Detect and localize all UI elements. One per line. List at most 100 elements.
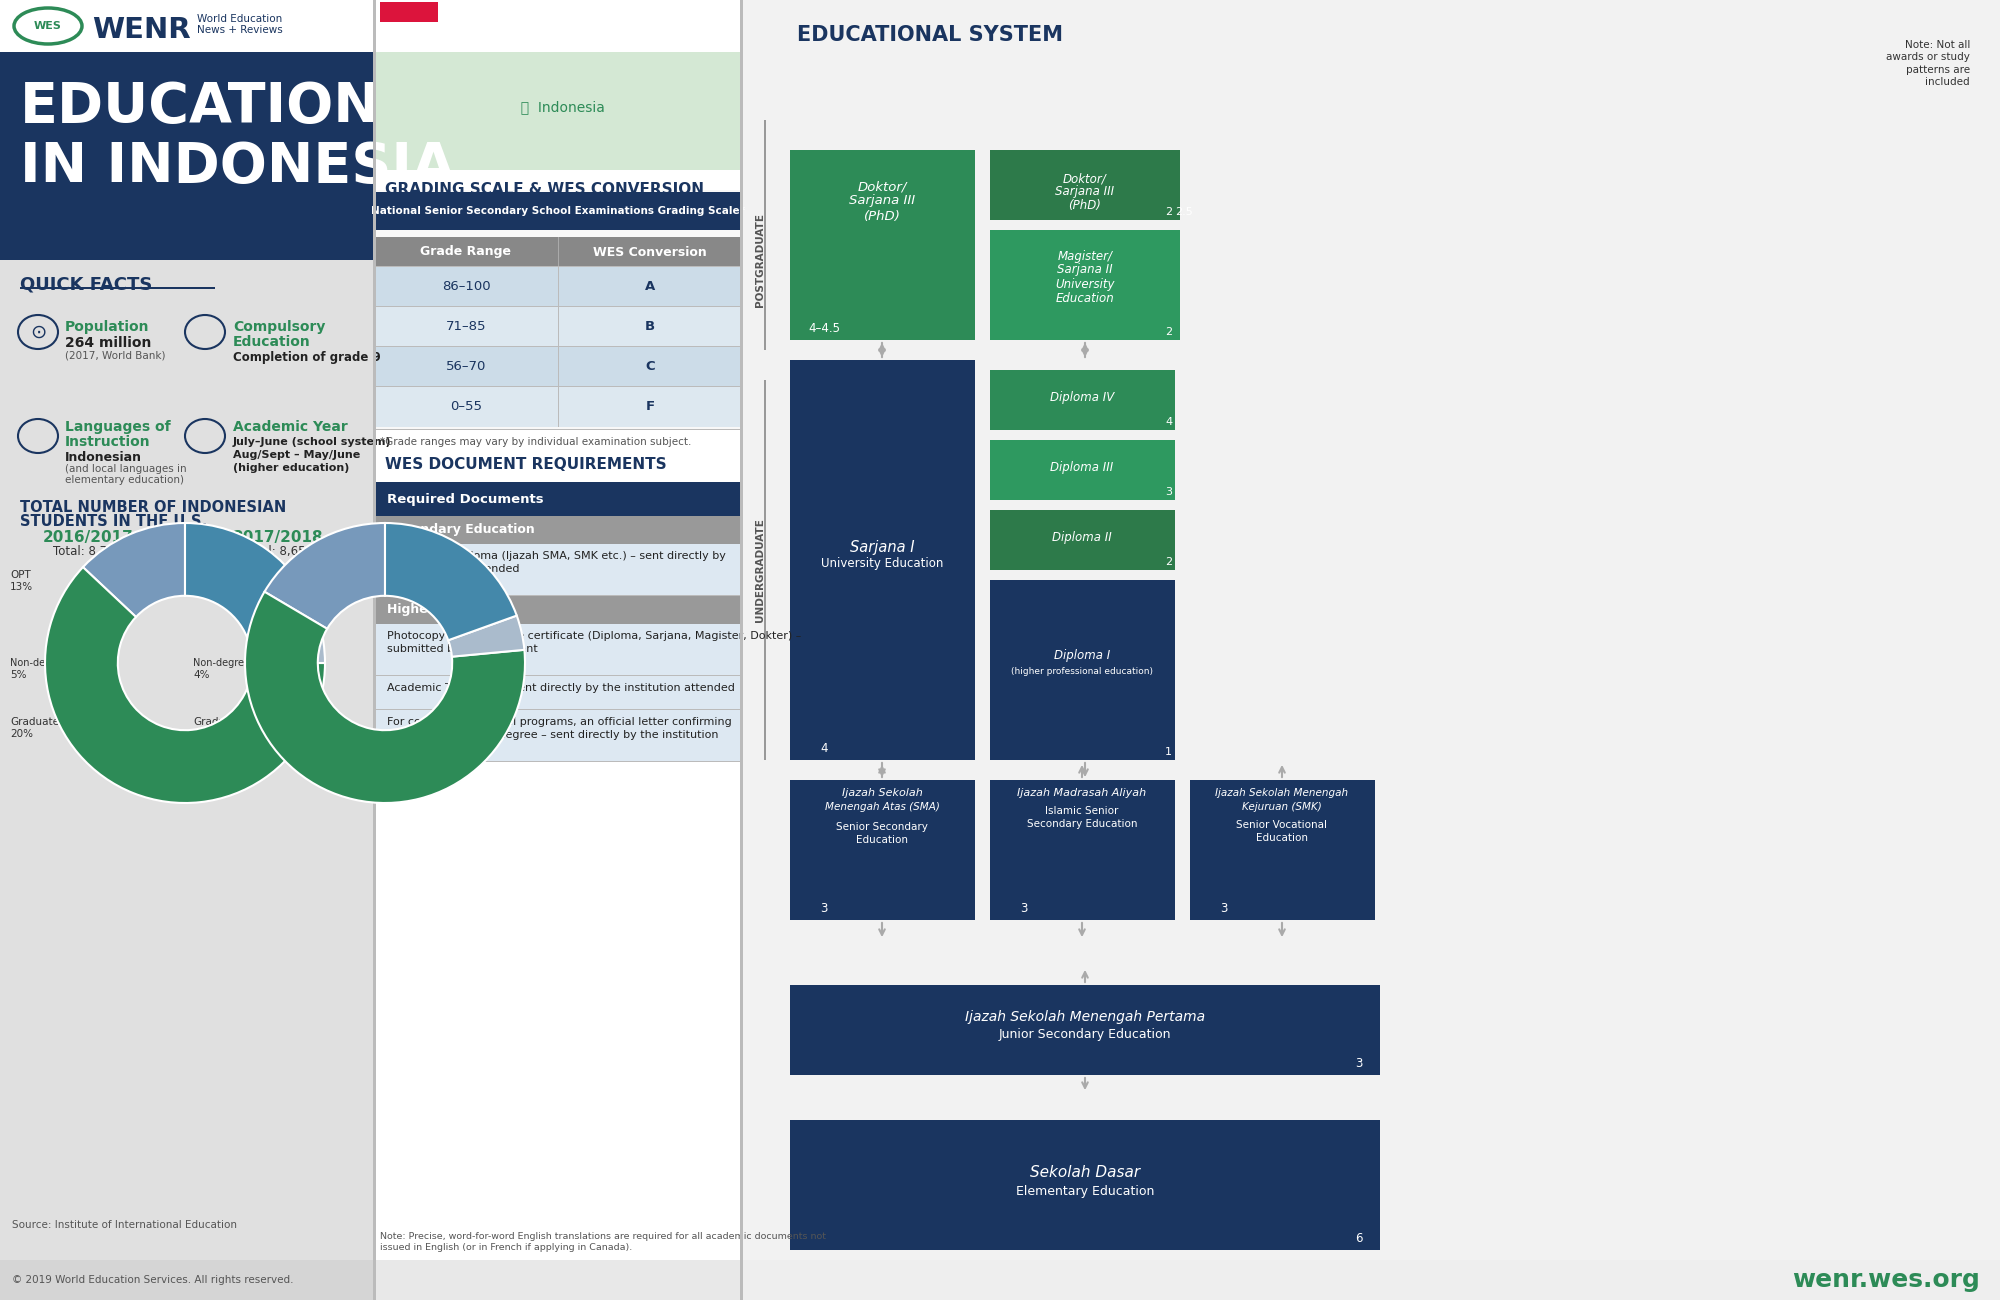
Bar <box>376 624 742 676</box>
Wedge shape <box>448 616 524 656</box>
Bar <box>376 516 742 543</box>
Text: (PhD): (PhD) <box>1068 199 1102 212</box>
Bar <box>558 307 740 347</box>
Wedge shape <box>82 523 184 618</box>
Text: 6: 6 <box>1356 1232 1362 1245</box>
Text: Sarjana I: Sarjana I <box>850 540 914 555</box>
Text: Kejuruan (SMK): Kejuruan (SMK) <box>1242 802 1322 812</box>
Text: Population: Population <box>64 320 150 334</box>
Text: Grade Range: Grade Range <box>420 246 512 259</box>
Wedge shape <box>248 620 324 663</box>
Text: University Education: University Education <box>820 556 944 569</box>
Text: July–June (school system): July–June (school system) <box>232 437 392 447</box>
Text: 2: 2 <box>1164 556 1172 567</box>
Text: 71–85: 71–85 <box>446 321 486 334</box>
Text: For completed doctoral programs, an official letter confirming
the conferral of : For completed doctoral programs, an offi… <box>388 718 732 740</box>
Bar <box>990 150 1180 220</box>
Bar <box>376 190 742 430</box>
Text: C: C <box>646 360 654 373</box>
Text: ⊙: ⊙ <box>30 322 46 342</box>
Text: 3: 3 <box>1356 1057 1362 1070</box>
Text: TOTAL NUMBER OF INDONESIAN: TOTAL NUMBER OF INDONESIAN <box>20 500 286 515</box>
Text: Diploma III: Diploma III <box>1050 462 1114 474</box>
Bar <box>790 780 976 920</box>
Bar <box>990 510 1176 569</box>
Bar <box>558 266 740 307</box>
Text: Islamic Senior: Islamic Senior <box>1046 806 1118 816</box>
Text: 20%: 20% <box>10 729 32 738</box>
Text: Source: Institute of International Education: Source: Institute of International Educa… <box>12 1219 238 1230</box>
Text: Education: Education <box>1256 833 1308 842</box>
Text: 2017/2018: 2017/2018 <box>232 530 324 545</box>
Text: Languages of: Languages of <box>64 420 170 434</box>
Text: 264 million: 264 million <box>64 335 152 350</box>
Bar <box>380 3 438 22</box>
Text: 62%: 62% <box>104 569 128 580</box>
Text: 16.5%: 16.5% <box>192 582 226 592</box>
Bar <box>742 0 2000 1300</box>
Text: 3: 3 <box>1020 902 1028 915</box>
Text: Non-degree: Non-degree <box>192 658 250 668</box>
Bar <box>376 676 742 710</box>
Text: Magister/: Magister/ <box>1058 250 1112 263</box>
Bar <box>376 237 558 266</box>
Text: Completion of grade 9: Completion of grade 9 <box>232 351 380 364</box>
Text: Junior Secondary Education: Junior Secondary Education <box>998 1028 1172 1041</box>
Text: Indonesian: Indonesian <box>64 451 142 464</box>
Text: 13%: 13% <box>10 582 34 592</box>
Bar <box>1190 780 1376 920</box>
Bar <box>376 307 558 347</box>
Wedge shape <box>246 592 524 803</box>
Bar <box>376 482 742 516</box>
Bar <box>380 3 438 42</box>
Text: Graduation diploma (Ijazah SMA, SMK etc.) – sent directly by
the institution att: Graduation diploma (Ijazah SMA, SMK etc.… <box>388 551 726 575</box>
Bar <box>790 985 1380 1075</box>
Text: 2.5: 2.5 <box>1176 207 1192 217</box>
Bar <box>20 287 216 289</box>
Text: Diploma I: Diploma I <box>1054 650 1110 663</box>
Text: 3: 3 <box>1164 488 1172 497</box>
Text: 3: 3 <box>1220 902 1228 915</box>
Bar <box>790 150 976 341</box>
Bar <box>380 22 438 42</box>
Text: 2016/2017: 2016/2017 <box>42 530 134 545</box>
Text: 4: 4 <box>820 742 828 755</box>
Text: Graduate: Graduate <box>192 718 242 727</box>
Text: Doktor/: Doktor/ <box>1064 172 1106 185</box>
Bar <box>740 0 744 1300</box>
Text: Ijazah Sekolah Menengah Pertama: Ijazah Sekolah Menengah Pertama <box>964 1010 1206 1024</box>
Text: OPT: OPT <box>10 569 30 580</box>
Text: University: University <box>1056 278 1114 291</box>
Text: Secondary Education: Secondary Education <box>1026 819 1138 829</box>
Text: National Senior Secondary School Examinations Grading Scale*: National Senior Secondary School Examina… <box>372 205 744 216</box>
Text: WES Conversion: WES Conversion <box>594 246 706 259</box>
Text: Diploma II: Diploma II <box>1052 532 1112 545</box>
Bar <box>376 52 742 170</box>
Text: (and local languages in: (and local languages in <box>64 464 186 474</box>
Text: 60%: 60% <box>296 569 318 580</box>
Text: Menengah Atas (SMA): Menengah Atas (SMA) <box>824 802 940 812</box>
Text: (higher professional education): (higher professional education) <box>1012 667 1152 676</box>
Bar <box>558 237 740 266</box>
Bar <box>0 260 376 1260</box>
Text: Elementary Education: Elementary Education <box>1016 1186 1154 1199</box>
Text: 4%: 4% <box>192 670 210 680</box>
Text: Graduate: Graduate <box>10 718 60 727</box>
Text: 86–100: 86–100 <box>442 281 490 294</box>
Bar <box>990 780 1176 920</box>
Text: Undergraduate: Undergraduate <box>296 558 368 568</box>
Bar <box>558 387 740 426</box>
Bar <box>0 0 376 52</box>
Bar <box>376 192 742 230</box>
Text: Education: Education <box>232 335 310 348</box>
Wedge shape <box>46 567 324 803</box>
Text: World Education: World Education <box>196 14 282 23</box>
Bar <box>0 1260 376 1300</box>
Text: © 2019 World Education Services. All rights reserved.: © 2019 World Education Services. All rig… <box>12 1275 294 1284</box>
Text: 5%: 5% <box>10 670 26 680</box>
Text: Senior Secondary: Senior Secondary <box>836 822 928 832</box>
Text: Diploma IV: Diploma IV <box>1050 391 1114 404</box>
Text: (PhD): (PhD) <box>864 211 900 224</box>
Bar <box>764 120 766 350</box>
Text: A: A <box>644 281 656 294</box>
